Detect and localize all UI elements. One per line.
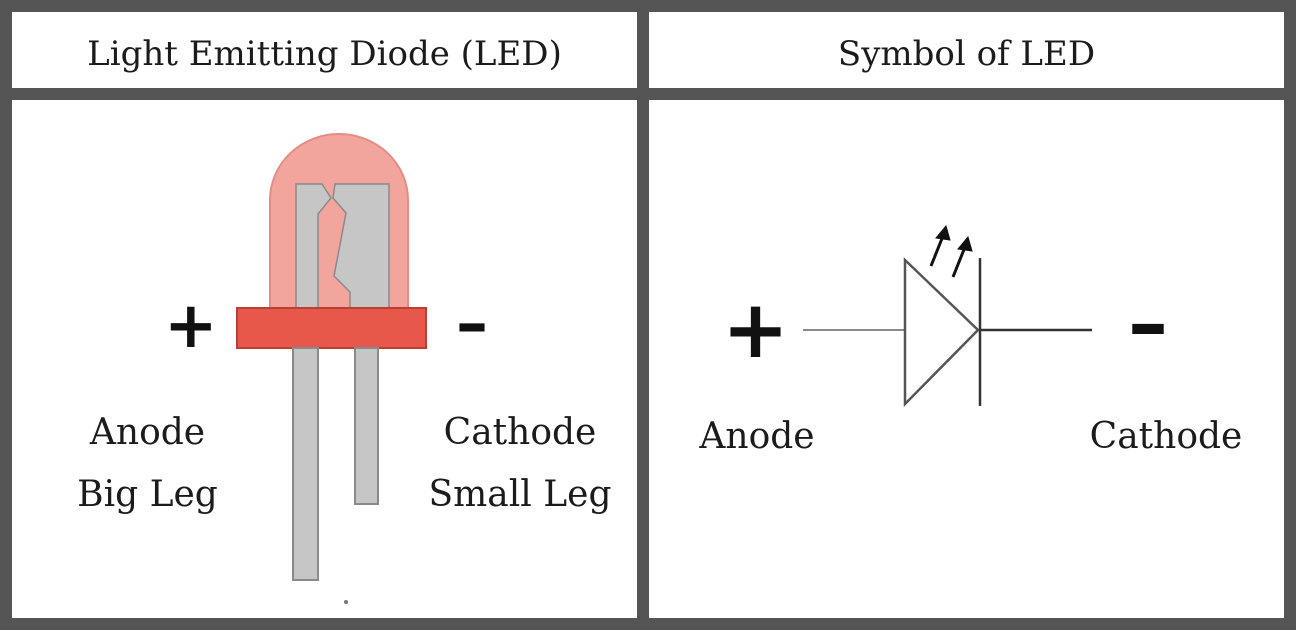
heading-divider bbox=[6, 88, 1290, 100]
right-cathode-label: Cathode bbox=[1089, 416, 1243, 457]
left-minus-sign: – bbox=[456, 287, 488, 361]
left-cathode-sub-label: Small Leg bbox=[428, 474, 612, 515]
right-plus-sign: + bbox=[722, 283, 790, 376]
left-anode-sub-label: Big Leg bbox=[77, 474, 218, 515]
diode-triangle bbox=[903, 257, 980, 408]
cathode-anvil bbox=[332, 183, 390, 313]
right-minus-sign: – bbox=[1128, 277, 1168, 370]
right-anode-label: Anode bbox=[699, 416, 815, 457]
anode-leg bbox=[292, 347, 319, 581]
left-anode-label: Anode bbox=[89, 412, 206, 453]
left-panel-title: Light Emitting Diode (LED) bbox=[87, 34, 562, 74]
led-symbol bbox=[803, 224, 1092, 408]
vertical-divider bbox=[637, 6, 649, 624]
right-panel-title: Symbol of LED bbox=[837, 34, 1096, 74]
emission-arrows-icon bbox=[929, 224, 973, 278]
left-cathode-label: Cathode bbox=[443, 412, 597, 453]
led-illustration bbox=[236, 133, 427, 581]
led-base bbox=[236, 307, 427, 349]
left-plus-sign: + bbox=[164, 289, 218, 363]
stray-dot bbox=[344, 600, 348, 604]
cathode-leg bbox=[354, 347, 379, 505]
